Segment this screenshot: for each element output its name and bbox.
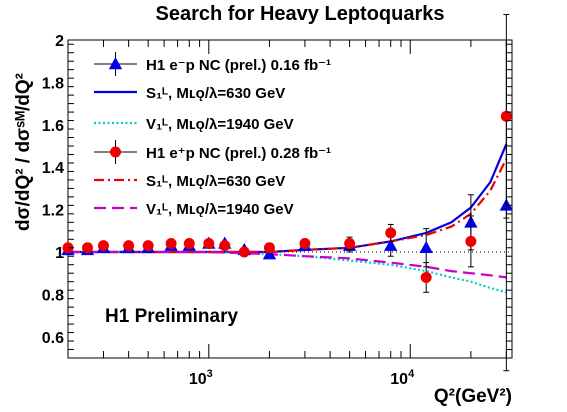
y-tick-label: 1.6: [42, 118, 64, 135]
legend: H1 e⁻p NC (prel.) 0.16 fb⁻¹ S₁ᴸ, Mʟǫ/λ=63…: [94, 52, 331, 218]
legend-marker-ep_minus: [108, 57, 123, 70]
point-ep_minus: [384, 238, 398, 251]
y-axis-title: dσ/dQ² / dσˢᴹ/dQ²: [13, 73, 34, 231]
point-ep_plus: [238, 246, 250, 258]
point-ep_plus: [420, 271, 432, 283]
legend-marker-ep_plus: [110, 146, 121, 158]
point-ep_plus: [263, 242, 275, 254]
y-tick-label: 1.4: [42, 160, 64, 177]
point-ep_plus: [142, 240, 154, 252]
y-tick-label: 2: [55, 33, 64, 50]
point-ep_plus: [82, 242, 94, 254]
point-ep_plus: [123, 240, 135, 252]
point-ep_plus: [97, 240, 109, 252]
point-ep_plus: [465, 235, 477, 247]
data-points: [61, 14, 514, 372]
legend-label-ep_minus: H1 e⁻p NC (prel.) 0.16 fb⁻¹: [146, 57, 331, 74]
legend-label-s1_plus: S₁ᴸ, Mʟǫ/λ=630 GeV: [146, 173, 285, 190]
chart-title: Search for Heavy Leptoquarks: [156, 3, 445, 25]
curve-v1_minus: [68, 250, 507, 294]
plot-border: [67, 39, 513, 359]
point-ep_plus: [165, 238, 177, 250]
legend-label-s1_minus: S₁ᴸ, Mʟǫ/λ=630 GeV: [146, 85, 285, 102]
y-tick-label: 1: [55, 245, 64, 262]
theory-curves: [68, 143, 508, 294]
point-ep_minus: [419, 240, 433, 254]
x-tick-label: 104: [390, 368, 415, 388]
y-tick-label: 1.8: [42, 75, 64, 92]
point-ep_plus: [385, 227, 397, 239]
y-tick-label: 0.6: [42, 330, 64, 347]
x-axis-title: Q²(GeV²): [434, 386, 512, 407]
legend-label-v1_minus: V₁ᴸ, Mʟǫ/λ=1940 GeV: [146, 116, 294, 133]
y-tick-label: 1.2: [42, 203, 64, 220]
point-ep_plus: [299, 238, 311, 250]
point-ep_plus: [500, 110, 512, 122]
point-ep_plus: [183, 238, 195, 250]
legend-label-v1_plus: V₁ᴸ, Mʟǫ/λ=1940 GeV: [146, 201, 294, 218]
annotation-h1-preliminary: H1 Preliminary: [105, 306, 238, 327]
plot-frame: [67, 39, 513, 359]
point-ep_plus: [344, 238, 356, 250]
x-tick-label: 103: [189, 368, 213, 388]
y-tick-label: 0.8: [42, 287, 64, 304]
point-ep_plus: [203, 238, 215, 250]
legend-label-ep_plus: H1 e⁺p NC (prel.) 0.28 fb⁻¹: [146, 145, 331, 162]
point-ep_plus: [219, 240, 231, 252]
